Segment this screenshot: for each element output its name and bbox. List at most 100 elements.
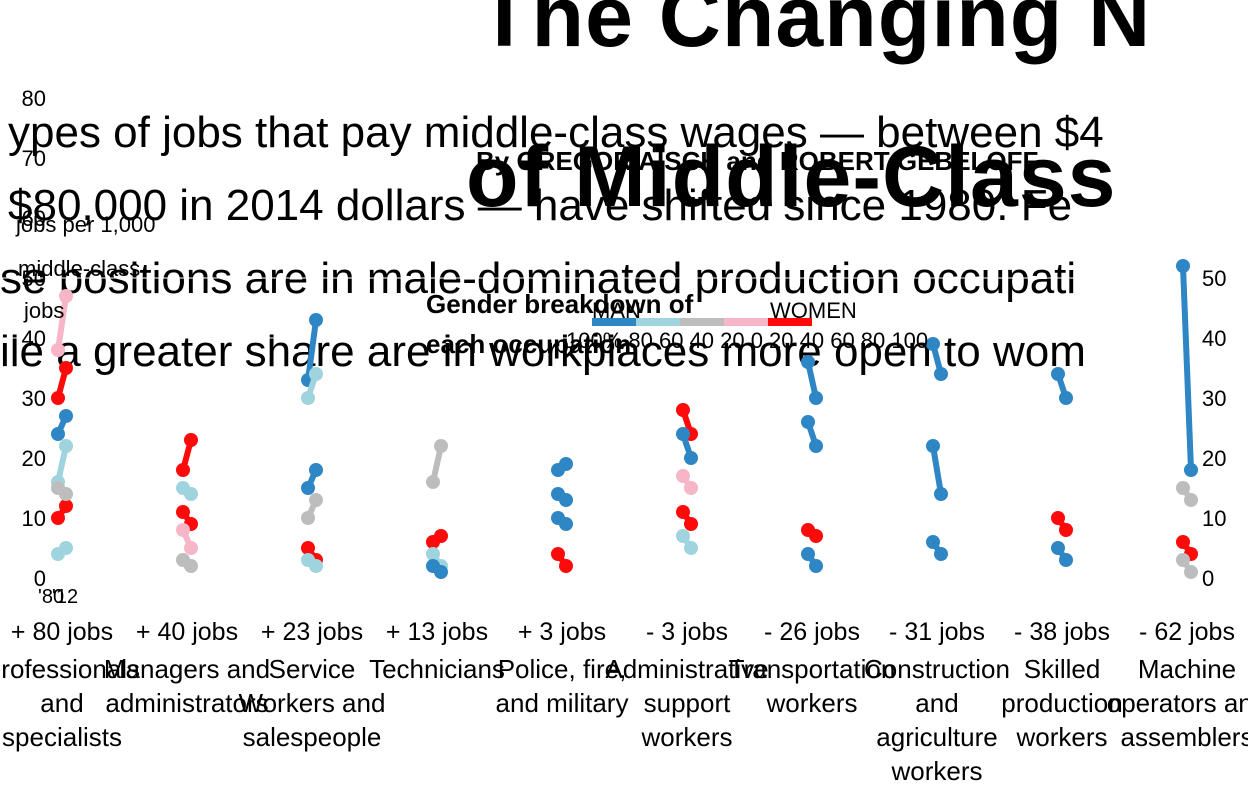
occupation-label: Police, fire, and military xyxy=(495,654,629,718)
series-end-point xyxy=(809,439,823,453)
series-end-point xyxy=(59,541,73,555)
subtitle-line-4: ile a greater share are in workplaces mo… xyxy=(0,327,1086,376)
series-start-point xyxy=(51,511,65,525)
series-end-point xyxy=(809,391,823,405)
occupation-label: Managers and administrators xyxy=(103,654,271,718)
y-tick-right: 0 xyxy=(1202,566,1214,591)
series-start-point xyxy=(676,505,690,519)
chart-plot: 0 10 20 30 40 50 60 70 80 0 10 20 30 40 50 xyxy=(21,86,1227,591)
series-start-point xyxy=(426,547,440,561)
series-end-point xyxy=(59,487,73,501)
subtitle-line-2: $80,000 in 2014 dollars — have shifted s… xyxy=(8,181,1073,230)
series-line xyxy=(55,293,69,353)
series-end-point xyxy=(184,541,198,555)
series-end-point xyxy=(59,439,73,453)
series-end-point xyxy=(684,481,698,495)
series-end-point xyxy=(59,409,73,423)
series-end-point xyxy=(434,529,448,543)
occupation-label: Skilled production workers xyxy=(1001,654,1123,752)
y-axis-label-line-1: jobs per 1,000 xyxy=(16,212,156,237)
y-tick-left: 70 xyxy=(22,146,46,171)
job-change-label: + 40 jobs xyxy=(135,618,239,646)
legend-swatch xyxy=(768,318,812,326)
series-end-point xyxy=(809,559,823,573)
title-line-2: of Middle-Class xyxy=(466,129,1117,215)
series-end-point xyxy=(59,361,73,375)
job-change-label: + 13 jobs xyxy=(385,618,489,646)
series-start-point xyxy=(926,535,940,549)
series-end-point xyxy=(1184,565,1198,579)
legend-title: Gender breakdown of each occupation xyxy=(426,284,693,364)
series-start-point xyxy=(676,427,690,441)
y-tick-left: 10 xyxy=(22,506,46,531)
y-tick-left: 0 xyxy=(34,566,46,591)
series-start-point xyxy=(301,481,315,495)
series-end-point xyxy=(934,547,948,561)
series-start-point xyxy=(1051,367,1065,381)
series-start-point xyxy=(176,463,190,477)
job-change-label: - 3 jobs xyxy=(646,618,728,646)
series-line xyxy=(930,443,944,497)
series-start-point xyxy=(301,511,315,525)
job-change-label: - 31 jobs xyxy=(889,618,985,646)
series-end-point xyxy=(1059,391,1073,405)
series-start-point xyxy=(1051,511,1065,525)
series-end-point xyxy=(434,565,448,579)
series-end-point xyxy=(309,493,323,507)
series-start-point xyxy=(676,529,690,543)
series-start-point xyxy=(676,403,690,417)
occupation-label: Transportation workers xyxy=(728,654,896,718)
chart-title: The Changing N of Middle-Class xyxy=(0,0,1248,215)
y-tick-left: 60 xyxy=(22,206,46,231)
series-start-point xyxy=(51,427,65,441)
series-start-point xyxy=(551,547,565,561)
series-end-point xyxy=(1059,553,1073,567)
series-start-point xyxy=(51,391,65,405)
series-end-point xyxy=(809,529,823,543)
series-end-point xyxy=(184,487,198,501)
series-start-point xyxy=(301,541,315,555)
occupation-label: Administrative support workers xyxy=(605,654,769,752)
legend-title-line-1: Gender breakdown of xyxy=(426,289,694,319)
y-axis-label-line-3: jobs xyxy=(24,298,65,323)
y-tick-left: 80 xyxy=(22,86,46,111)
series-start-point xyxy=(176,523,190,537)
series-end-point xyxy=(1184,493,1198,507)
series-start-point xyxy=(801,415,815,429)
legend-swatch xyxy=(680,318,724,326)
job-change-label: - 26 jobs xyxy=(764,618,860,646)
series-start-point xyxy=(801,355,815,369)
y-tick-right: 20 xyxy=(1202,446,1226,471)
y-axis-label-line-2: middle-class xyxy=(18,256,141,281)
series-start-point xyxy=(926,337,940,351)
year-end-label: '12 xyxy=(52,586,79,608)
y-tick-right: 30 xyxy=(1202,386,1226,411)
series-end-point xyxy=(684,451,698,465)
series-start-point xyxy=(801,547,815,561)
series-end-point xyxy=(559,559,573,573)
series-start-point xyxy=(676,469,690,483)
job-change-label: + 80 jobs xyxy=(10,618,114,646)
occupation-label: Service Workers and salespeople xyxy=(238,654,386,752)
series-end-point xyxy=(184,559,198,573)
series-end-point xyxy=(309,559,323,573)
series-end-point xyxy=(934,487,948,501)
y-tick-right: 40 xyxy=(1202,326,1226,351)
y-tick-right: 10 xyxy=(1202,506,1226,531)
title-line-1: The Changing N xyxy=(478,0,1152,65)
job-change-label: + 23 jobs xyxy=(260,618,364,646)
series-end-point xyxy=(59,289,73,303)
series-end-point xyxy=(1059,523,1073,537)
series-start-point xyxy=(51,343,65,357)
series-start-point xyxy=(1176,481,1190,495)
y-tick-right: 50 xyxy=(1202,266,1226,291)
series-start-point xyxy=(926,439,940,453)
series-end-point xyxy=(684,541,698,555)
y-tick-left: 30 xyxy=(22,386,46,411)
series-start-point xyxy=(176,505,190,519)
series-end-point xyxy=(434,439,448,453)
series-end-point xyxy=(184,433,198,447)
y-tick-left: 40 xyxy=(22,326,46,351)
series-start-point xyxy=(1176,535,1190,549)
occupation-label: Professionals and specialists xyxy=(0,654,141,752)
